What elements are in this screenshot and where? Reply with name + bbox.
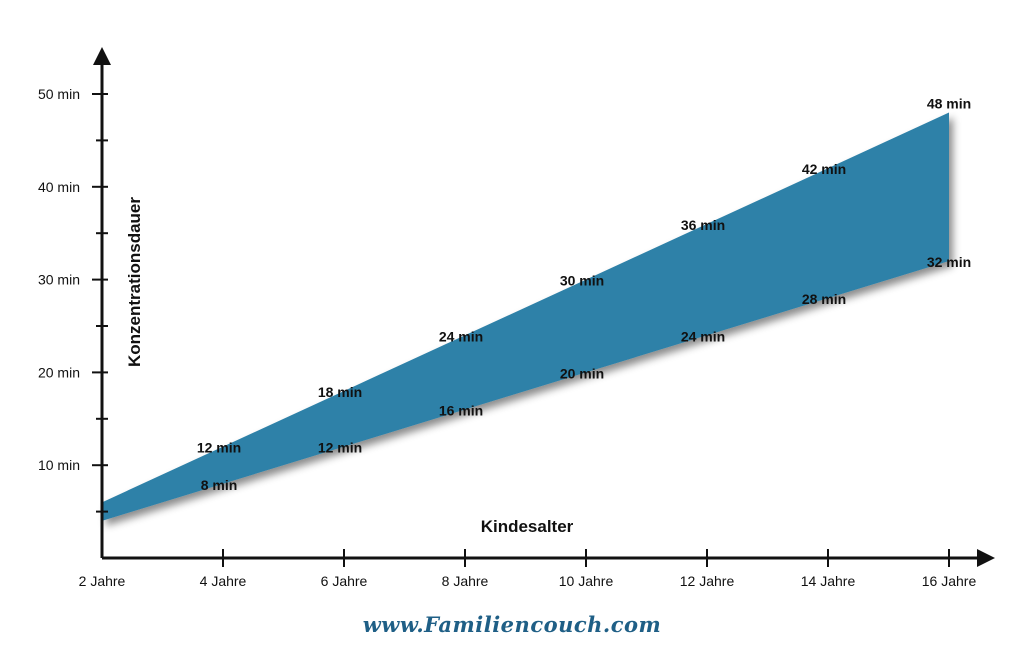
x-tick-label: 8 Jahre <box>442 573 489 589</box>
upper-data-label: 48 min <box>927 96 971 112</box>
y-tick-label: 40 min <box>38 179 80 195</box>
x-tick-label: 6 Jahre <box>321 573 368 589</box>
y-tick-label: 50 min <box>38 86 80 102</box>
x-axis-ticks: 2 Jahre 4 Jahre 6 Jahre 8 Jahre 10 Jahre 12 J… <box>79 549 977 589</box>
x-axis-title: Kindesalter <box>481 517 574 536</box>
x-tick-label: 4 Jahre <box>200 573 247 589</box>
lower-data-label: 28 min <box>802 291 846 307</box>
x-tick-label: 12 Jahre <box>680 573 735 589</box>
lower-data-label: 16 min <box>439 403 483 419</box>
upper-data-label: 42 min <box>802 161 846 177</box>
x-tick-label: 2 Jahre <box>79 573 126 589</box>
upper-data-label: 12 min <box>197 440 241 456</box>
upper-data-label: 18 min <box>318 384 362 400</box>
upper-data-label: 36 min <box>681 217 725 233</box>
lower-data-label: 8 min <box>201 477 238 493</box>
lower-data-label: 12 min <box>318 440 362 456</box>
y-tick-label: 20 min <box>38 364 80 380</box>
y-axis-title: Konzentrationsdauer <box>125 197 144 367</box>
x-tick-label: 10 Jahre <box>559 573 614 589</box>
website-watermark: www.Familiencouch.com <box>362 612 662 637</box>
lower-data-label: 20 min <box>560 365 604 381</box>
x-tick-label: 16 Jahre <box>922 573 977 589</box>
x-tick-label: 14 Jahre <box>801 573 856 589</box>
upper-data-label: 30 min <box>560 273 604 289</box>
y-axis-ticks: 10 min 20 min 30 min 40 min 50 min <box>38 86 108 513</box>
data-labels: 12 min 18 min 24 min 30 min 36 min 42 min 48 m… <box>197 96 971 493</box>
range-band-area <box>102 112 949 521</box>
y-tick-label: 10 min <box>38 457 80 473</box>
y-tick-label: 30 min <box>38 272 80 288</box>
lower-data-label: 32 min <box>927 254 971 270</box>
upper-data-label: 24 min <box>439 328 483 344</box>
lower-data-label: 24 min <box>681 328 725 344</box>
